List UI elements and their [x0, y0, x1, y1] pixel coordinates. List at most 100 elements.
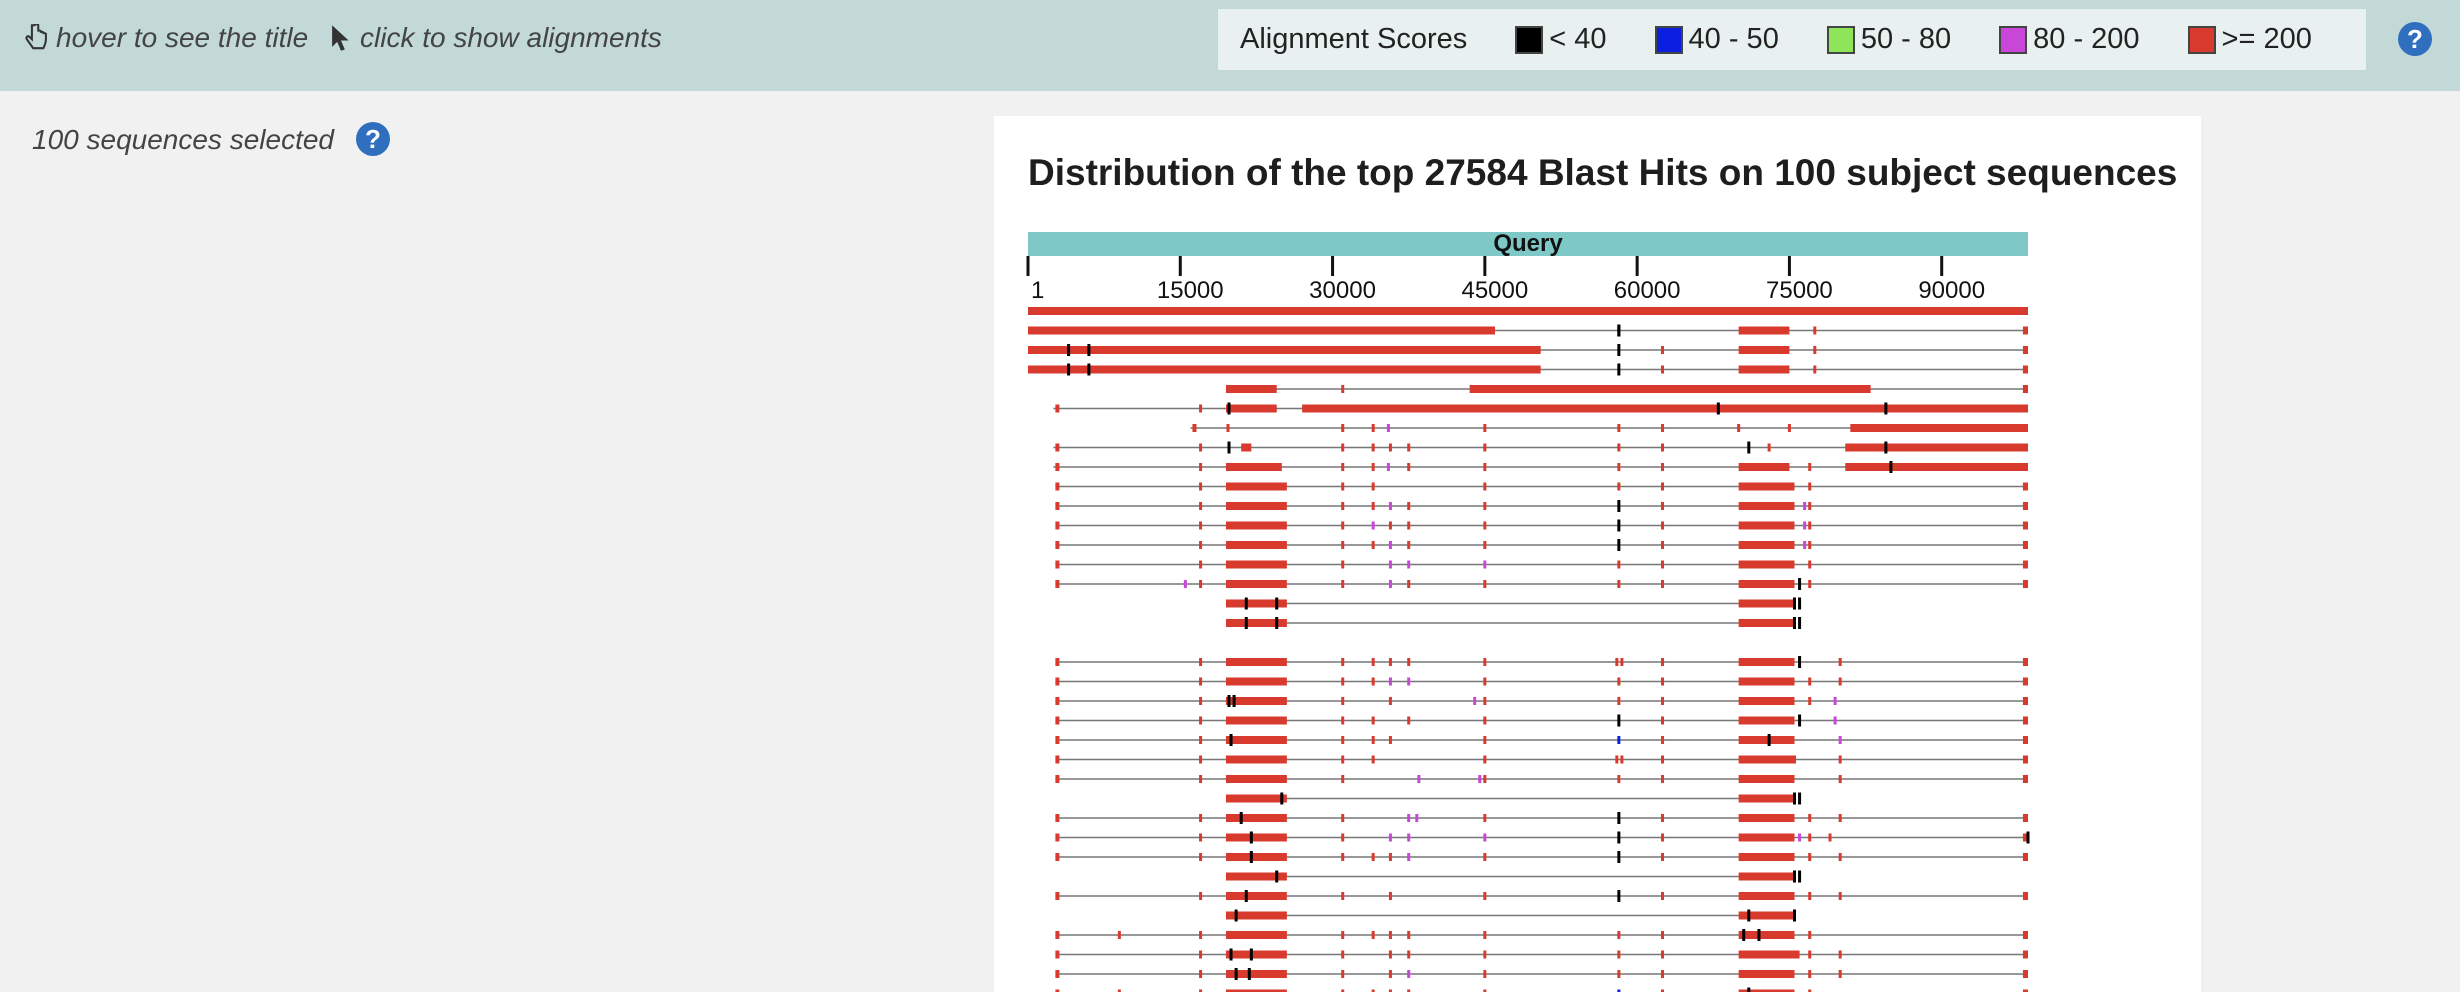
hit-mark[interactable] — [1661, 365, 1665, 374]
hit-mark[interactable] — [1249, 948, 1253, 961]
hit-mark[interactable] — [1371, 853, 1375, 861]
hit-mark[interactable] — [1483, 677, 1487, 686]
hit-mark[interactable] — [1473, 697, 1477, 705]
hit-mark[interactable] — [1234, 909, 1238, 922]
hit-mark[interactable] — [1417, 775, 1421, 783]
hit-mark[interactable] — [1617, 697, 1621, 705]
hit-segment[interactable] — [1225, 385, 1277, 393]
hit-segment[interactable] — [2022, 814, 2028, 822]
hit-mark[interactable] — [1341, 560, 1345, 569]
hit-segment[interactable] — [1738, 989, 1795, 992]
hit-mark[interactable] — [1341, 541, 1345, 549]
hit-segment[interactable] — [1192, 424, 1197, 432]
hit-mark[interactable] — [1813, 326, 1817, 335]
hit-segment[interactable] — [1845, 463, 2028, 471]
hit-mark[interactable] — [1388, 736, 1392, 744]
hit-mark[interactable] — [1617, 950, 1621, 959]
hit-mark[interactable] — [1661, 853, 1665, 861]
hit-segment[interactable] — [1738, 560, 1795, 569]
hit-mark[interactable] — [1798, 617, 1802, 629]
hit-mark[interactable] — [1808, 463, 1812, 471]
hit-mark[interactable] — [1828, 833, 1832, 842]
hit-mark[interactable] — [1661, 502, 1665, 510]
hit-mark[interactable] — [1661, 658, 1665, 666]
hit-mark[interactable] — [1388, 833, 1392, 842]
hit-mark[interactable] — [1371, 424, 1375, 432]
hit-segment[interactable] — [1055, 443, 1060, 452]
hit-segment[interactable] — [1225, 853, 1287, 861]
hit-mark[interactable] — [1661, 736, 1665, 744]
hit-mark[interactable] — [1199, 931, 1203, 939]
hit-segment[interactable] — [1055, 775, 1060, 783]
hit-segment[interactable] — [1225, 404, 1277, 413]
hit-mark[interactable] — [1371, 482, 1375, 491]
hit-mark[interactable] — [1483, 950, 1487, 959]
hit-mark[interactable] — [1661, 970, 1665, 978]
hit-mark[interactable] — [1798, 656, 1802, 668]
hit-mark[interactable] — [1838, 970, 1842, 978]
hit-mark[interactable] — [1617, 482, 1621, 491]
hit-mark[interactable] — [1407, 931, 1411, 939]
hit-mark[interactable] — [1371, 736, 1375, 744]
hit-segment[interactable] — [1055, 658, 1060, 666]
hit-mark[interactable] — [1808, 970, 1812, 978]
hit-mark[interactable] — [1803, 541, 1807, 549]
hit-mark[interactable] — [1341, 814, 1345, 822]
hit-segment[interactable] — [1738, 794, 1795, 803]
hit-segment[interactable] — [2022, 970, 2028, 978]
hit-mark[interactable] — [1388, 989, 1392, 992]
hit-segment[interactable] — [1738, 580, 1795, 588]
hit-segment[interactable] — [1738, 775, 1795, 783]
hit-segment[interactable] — [1225, 658, 1287, 666]
hit-mark[interactable] — [1617, 890, 1621, 902]
hit-mark[interactable] — [1716, 402, 1720, 415]
hit-segment[interactable] — [1028, 346, 1541, 354]
hit-mark[interactable] — [1407, 989, 1411, 992]
hit-segment[interactable] — [1055, 853, 1060, 861]
hit-mark[interactable] — [1808, 541, 1812, 549]
hit-segment[interactable] — [1225, 619, 1287, 627]
hit-segment[interactable] — [1055, 950, 1060, 959]
hit-mark[interactable] — [1227, 695, 1231, 707]
hit-mark[interactable] — [1244, 597, 1248, 610]
hit-mark[interactable] — [1371, 677, 1375, 686]
hit-segment[interactable] — [2022, 502, 2028, 510]
hit-mark[interactable] — [1341, 931, 1345, 939]
hit-mark[interactable] — [1483, 502, 1487, 510]
hit-mark[interactable] — [1247, 968, 1251, 980]
hit-segment[interactable] — [1225, 931, 1287, 939]
hit-mark[interactable] — [1617, 714, 1621, 727]
hit-mark[interactable] — [1483, 775, 1487, 783]
hit-mark[interactable] — [1341, 521, 1345, 530]
hit-mark[interactable] — [1371, 502, 1375, 510]
hit-mark[interactable] — [1341, 697, 1345, 705]
hit-mark[interactable] — [1617, 539, 1621, 551]
hit-mark[interactable] — [1615, 755, 1619, 764]
hit-segment[interactable] — [1738, 853, 1795, 861]
hit-segment[interactable] — [2022, 541, 2028, 549]
hit-mark[interactable] — [1838, 677, 1842, 686]
hit-mark[interactable] — [1407, 560, 1411, 569]
hit-mark[interactable] — [1199, 833, 1203, 842]
hit-mark[interactable] — [1617, 775, 1621, 783]
hit-mark[interactable] — [1661, 580, 1665, 588]
hit-mark[interactable] — [1747, 441, 1751, 454]
hit-mark[interactable] — [1341, 443, 1345, 452]
hit-mark[interactable] — [1483, 521, 1487, 530]
hit-mark[interactable] — [1483, 736, 1487, 744]
hit-mark[interactable] — [1199, 502, 1203, 510]
hit-mark[interactable] — [1388, 502, 1392, 510]
hit-segment[interactable] — [1028, 326, 1495, 335]
hit-mark[interactable] — [1617, 344, 1621, 356]
hit-mark[interactable] — [1407, 677, 1411, 686]
hit-segment[interactable] — [1055, 560, 1060, 569]
hit-segment[interactable] — [1055, 736, 1060, 744]
hit-mark[interactable] — [1275, 597, 1279, 610]
hit-mark[interactable] — [1483, 697, 1487, 705]
hit-segment[interactable] — [2022, 658, 2028, 666]
hit-mark[interactable] — [1483, 892, 1487, 900]
hit-mark[interactable] — [1199, 482, 1203, 491]
hit-mark[interactable] — [1808, 482, 1812, 491]
hit-segment[interactable] — [1738, 658, 1795, 666]
hit-segment[interactable] — [1738, 755, 1795, 764]
